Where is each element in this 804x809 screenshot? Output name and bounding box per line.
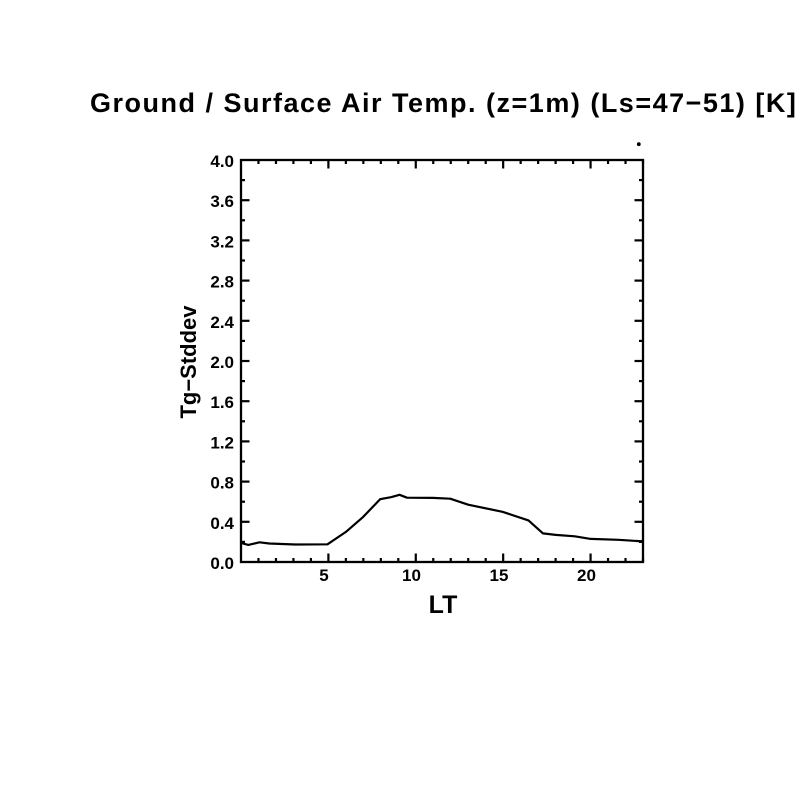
svg-text:5: 5 (319, 566, 328, 585)
svg-text:Ground / Surface Air Temp. (z=: Ground / Surface Air Temp. (z=1m) (Ls=47… (90, 88, 797, 118)
svg-text:Tg−Stddev: Tg−Stddev (176, 305, 201, 419)
svg-text:2.4: 2.4 (210, 313, 234, 332)
svg-text:LT: LT (429, 591, 458, 619)
svg-text:15: 15 (490, 566, 509, 585)
svg-text:3.2: 3.2 (210, 232, 234, 251)
svg-text:10: 10 (402, 566, 421, 585)
svg-text:1.2: 1.2 (210, 433, 234, 452)
svg-text:0.4: 0.4 (210, 514, 234, 533)
svg-text:3.6: 3.6 (210, 192, 234, 211)
svg-text:0.8: 0.8 (210, 474, 234, 493)
svg-text:1.6: 1.6 (210, 393, 234, 412)
svg-text:2.8: 2.8 (210, 273, 234, 292)
svg-text:4.0: 4.0 (210, 152, 234, 171)
svg-text:2.0: 2.0 (210, 353, 234, 372)
svg-text:0.0: 0.0 (210, 554, 234, 573)
svg-text:20: 20 (577, 566, 596, 585)
